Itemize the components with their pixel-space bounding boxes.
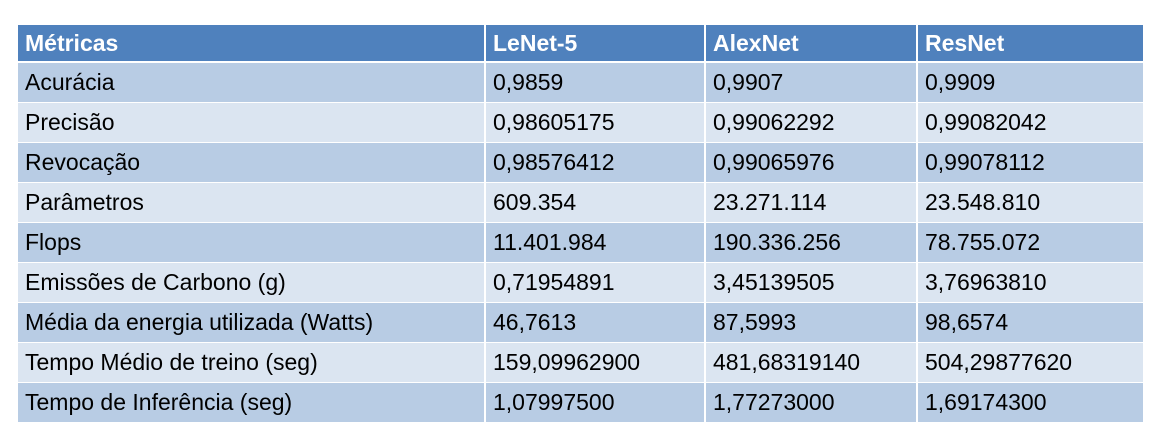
metric-name-cell: Flops xyxy=(18,222,486,263)
table-row: Flops 11.401.984 190.336.256 78.755.072 xyxy=(18,222,1143,263)
alexnet-value-cell: 0,9907 xyxy=(705,62,918,103)
lenet5-value-cell: 46,7613 xyxy=(485,302,706,343)
table-row: Acurácia 0,9859 0,9907 0,9909 xyxy=(18,62,1143,103)
metric-name-cell: Média da energia utilizada (Watts) xyxy=(18,302,486,343)
table-body: Acurácia 0,9859 0,9907 0,9909 Precisão 0… xyxy=(18,62,1143,423)
lenet5-value-cell: 0,71954891 xyxy=(485,262,706,303)
lenet5-value-cell: 0,98605175 xyxy=(485,102,706,143)
table-row: Emissões de Carbono (g) 0,71954891 3,451… xyxy=(18,262,1143,303)
resnet-value-cell: 0,99082042 xyxy=(917,102,1143,143)
lenet5-value-cell: 0,98576412 xyxy=(485,142,706,183)
metrics-table: Métricas LeNet-5 AlexNet ResNet Acurácia… xyxy=(18,25,1143,423)
alexnet-value-cell: 0,99065976 xyxy=(705,142,918,183)
lenet5-value-cell: 159,09962900 xyxy=(485,342,706,383)
table-row: Parâmetros 609.354 23.271.114 23.548.810 xyxy=(18,182,1143,223)
lenet5-value-cell: 1,07997500 xyxy=(485,382,706,423)
alexnet-value-cell: 1,77273000 xyxy=(705,382,918,423)
resnet-value-cell: 1,69174300 xyxy=(917,382,1143,423)
lenet5-value-cell: 11.401.984 xyxy=(485,222,706,263)
table-row: Tempo de Inferência (seg) 1,07997500 1,7… xyxy=(18,382,1143,423)
lenet5-value-cell: 0,9859 xyxy=(485,62,706,103)
resnet-value-cell: 3,76963810 xyxy=(917,262,1143,303)
resnet-value-cell: 0,9909 xyxy=(917,62,1143,103)
table-row: Tempo Médio de treino (seg) 159,09962900… xyxy=(18,342,1143,383)
alexnet-value-cell: 481,68319140 xyxy=(705,342,918,383)
table-row: Precisão 0,98605175 0,99062292 0,9908204… xyxy=(18,102,1143,143)
metric-name-cell: Precisão xyxy=(18,102,486,143)
header-cell-alexnet: AlexNet xyxy=(705,25,918,63)
table-row: Média da energia utilizada (Watts) 46,76… xyxy=(18,302,1143,343)
alexnet-value-cell: 23.271.114 xyxy=(705,182,918,223)
resnet-value-cell: 23.548.810 xyxy=(917,182,1143,223)
metric-name-cell: Parâmetros xyxy=(18,182,486,223)
table-row: Revocação 0,98576412 0,99065976 0,990781… xyxy=(18,142,1143,183)
metric-name-cell: Tempo de Inferência (seg) xyxy=(18,382,486,423)
header-cell-resnet: ResNet xyxy=(917,25,1143,63)
header-row: Métricas LeNet-5 AlexNet ResNet xyxy=(18,25,1143,63)
alexnet-value-cell: 190.336.256 xyxy=(705,222,918,263)
table-header: Métricas LeNet-5 AlexNet ResNet xyxy=(18,25,1143,63)
lenet5-value-cell: 609.354 xyxy=(485,182,706,223)
resnet-value-cell: 78.755.072 xyxy=(917,222,1143,263)
resnet-value-cell: 0,99078112 xyxy=(917,142,1143,183)
metric-name-cell: Revocação xyxy=(18,142,486,183)
resnet-value-cell: 98,6574 xyxy=(917,302,1143,343)
resnet-value-cell: 504,29877620 xyxy=(917,342,1143,383)
metric-name-cell: Emissões de Carbono (g) xyxy=(18,262,486,303)
header-cell-metricas: Métricas xyxy=(18,25,486,63)
alexnet-value-cell: 0,99062292 xyxy=(705,102,918,143)
header-cell-lenet5: LeNet-5 xyxy=(485,25,706,63)
metric-name-cell: Acurácia xyxy=(18,62,486,103)
alexnet-value-cell: 87,5993 xyxy=(705,302,918,343)
metric-name-cell: Tempo Médio de treino (seg) xyxy=(18,342,486,383)
alexnet-value-cell: 3,45139505 xyxy=(705,262,918,303)
